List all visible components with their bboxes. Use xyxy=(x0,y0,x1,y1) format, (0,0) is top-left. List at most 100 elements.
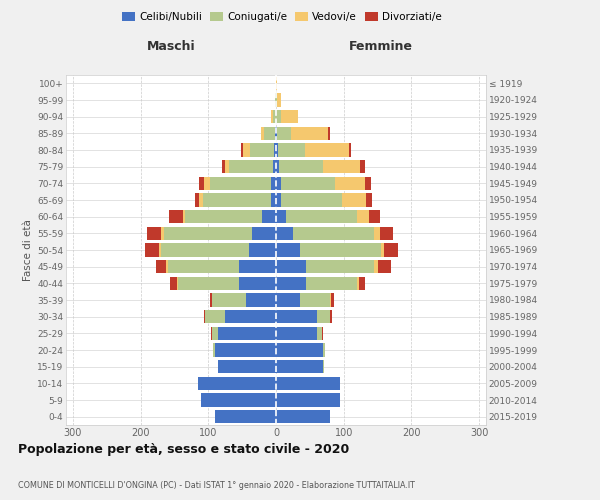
Text: Femmine: Femmine xyxy=(349,40,413,52)
Bar xyxy=(276,376,340,390)
Bar xyxy=(276,210,286,224)
Bar xyxy=(161,244,249,256)
Bar xyxy=(177,276,178,290)
Bar xyxy=(222,160,225,173)
Bar xyxy=(161,226,164,240)
Bar xyxy=(185,210,262,224)
Bar xyxy=(300,294,330,306)
Bar xyxy=(229,160,272,173)
Bar xyxy=(252,226,276,240)
Bar xyxy=(305,144,349,156)
Bar xyxy=(279,160,323,173)
Bar xyxy=(286,210,357,224)
Bar xyxy=(244,144,250,156)
Bar xyxy=(213,344,215,356)
Text: Popolazione per età, sesso e stato civile - 2020: Popolazione per età, sesso e stato civil… xyxy=(18,442,349,456)
Bar xyxy=(328,126,329,140)
Bar xyxy=(377,260,391,274)
Bar xyxy=(265,126,275,140)
Bar xyxy=(166,260,167,274)
Bar xyxy=(212,294,245,306)
Bar xyxy=(170,276,177,290)
Bar xyxy=(323,344,325,356)
Bar xyxy=(212,326,218,340)
Bar xyxy=(276,226,293,240)
Bar xyxy=(276,310,317,324)
Bar xyxy=(276,160,279,173)
Bar xyxy=(272,160,276,173)
Bar xyxy=(277,126,291,140)
Bar xyxy=(323,360,324,374)
Bar xyxy=(202,394,276,406)
Bar xyxy=(323,160,360,173)
Bar xyxy=(343,194,366,206)
Bar xyxy=(322,326,323,340)
Bar xyxy=(276,410,330,424)
Bar xyxy=(225,310,276,324)
Bar xyxy=(357,210,370,224)
Bar xyxy=(239,260,276,274)
Bar xyxy=(250,144,274,156)
Bar xyxy=(276,176,281,190)
Bar xyxy=(276,294,300,306)
Y-axis label: Fasce di età: Fasce di età xyxy=(23,219,33,281)
Bar xyxy=(293,226,374,240)
Bar xyxy=(182,210,185,224)
Bar xyxy=(167,260,239,274)
Bar xyxy=(225,160,229,173)
Bar xyxy=(365,176,371,190)
Bar xyxy=(249,244,276,256)
Bar xyxy=(204,176,209,190)
Bar xyxy=(159,244,161,256)
Bar xyxy=(203,194,271,206)
Bar xyxy=(178,276,239,290)
Bar xyxy=(380,226,393,240)
Bar xyxy=(262,210,276,224)
Bar xyxy=(145,244,159,256)
Bar xyxy=(215,344,276,356)
Legend: Celibi/Nubili, Coniugati/e, Vedovi/e, Divorziati/e: Celibi/Nubili, Coniugati/e, Vedovi/e, Di… xyxy=(118,8,446,26)
Bar xyxy=(330,294,331,306)
Bar xyxy=(281,110,298,124)
Bar xyxy=(147,226,161,240)
Bar xyxy=(218,360,276,374)
Bar xyxy=(215,410,276,424)
Bar xyxy=(370,210,380,224)
Bar xyxy=(330,310,332,324)
Bar xyxy=(307,276,357,290)
Bar xyxy=(317,310,330,324)
Bar xyxy=(275,94,276,106)
Bar xyxy=(281,194,343,206)
Bar xyxy=(205,310,225,324)
Bar xyxy=(276,276,307,290)
Bar xyxy=(385,244,398,256)
Bar xyxy=(271,110,272,124)
Bar xyxy=(357,276,359,290)
Bar xyxy=(198,376,276,390)
Bar xyxy=(199,194,203,206)
Bar xyxy=(276,126,277,140)
Bar xyxy=(276,326,317,340)
Bar xyxy=(195,194,199,206)
Bar xyxy=(335,176,365,190)
Text: COMUNE DI MONTICELLI D'ONGINA (PC) - Dati ISTAT 1° gennaio 2020 - Elaborazione T: COMUNE DI MONTICELLI D'ONGINA (PC) - Dat… xyxy=(18,480,415,490)
Bar xyxy=(360,160,365,173)
Bar xyxy=(164,226,252,240)
Bar xyxy=(300,244,381,256)
Bar xyxy=(156,260,166,274)
Bar xyxy=(276,76,277,90)
Text: Maschi: Maschi xyxy=(146,40,196,52)
Bar xyxy=(272,110,276,124)
Bar xyxy=(331,294,334,306)
Bar xyxy=(261,126,265,140)
Bar xyxy=(276,94,277,106)
Bar xyxy=(169,210,182,224)
Bar xyxy=(381,244,385,256)
Bar xyxy=(317,326,322,340)
Bar xyxy=(209,176,271,190)
Bar xyxy=(218,326,276,340)
Bar xyxy=(349,144,351,156)
Bar xyxy=(276,260,307,274)
Bar xyxy=(275,126,276,140)
Bar xyxy=(271,176,276,190)
